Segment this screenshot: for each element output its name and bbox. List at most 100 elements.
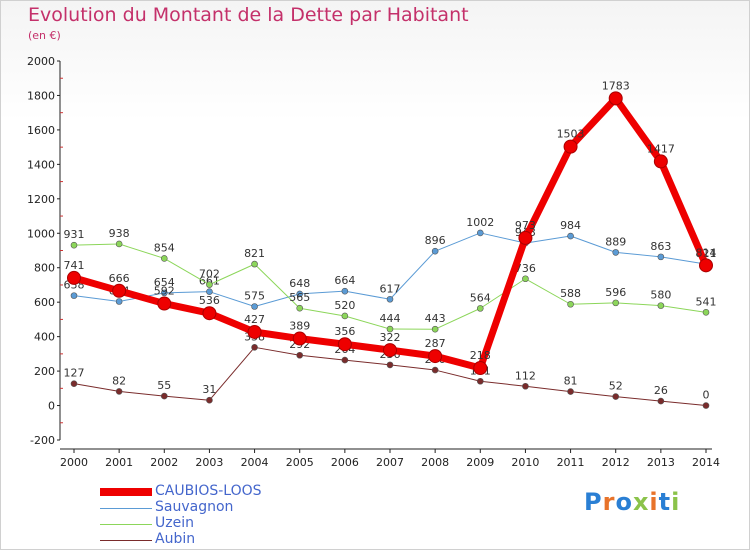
line-chart: -200 0 200 400 600 800 1000 1200 1400 1600 1800 200…	[27, 55, 720, 469]
data-label: 520	[334, 299, 355, 312]
data-label: 444	[380, 312, 401, 325]
data-point	[476, 229, 484, 237]
data-point	[70, 241, 78, 249]
data-label: 26	[654, 384, 668, 397]
data-label: 541	[696, 295, 717, 308]
data-label: 322	[380, 331, 401, 344]
data-label: 854	[154, 241, 175, 254]
y-tick-label: 1200	[27, 193, 55, 206]
data-label: 536	[199, 294, 220, 307]
data-point	[296, 351, 304, 359]
logo-letter: t	[658, 488, 672, 516]
chart-title: Evolution du Montant de la Dette par Hab…	[28, 4, 469, 26]
logo-letter: x	[632, 488, 650, 516]
data-label: 1002	[466, 216, 494, 229]
data-label: 1417	[647, 142, 675, 155]
data-label: 863	[650, 240, 671, 253]
series-sauvagnon: 6386046546615756486646178961002943984889…	[64, 216, 717, 310]
data-point	[657, 397, 665, 405]
data-label: 564	[470, 291, 491, 304]
data-label: 127	[64, 367, 85, 380]
data-point	[67, 270, 81, 285]
x-tick-label: 2010	[511, 456, 539, 469]
data-label: 592	[154, 285, 175, 298]
data-point	[383, 343, 397, 358]
data-point	[699, 258, 713, 273]
data-point	[115, 298, 123, 305]
data-label: 427	[244, 313, 265, 326]
x-tick-label: 2000	[60, 456, 88, 469]
data-point	[567, 388, 574, 395]
data-point	[386, 325, 394, 333]
chart-subtitle: (en €)	[28, 29, 61, 42]
data-point	[431, 247, 439, 255]
data-point	[476, 377, 484, 385]
data-label: 1503	[557, 128, 585, 141]
data-label: 52	[609, 380, 623, 393]
data-point	[431, 325, 439, 333]
data-label: 287	[425, 337, 446, 350]
data-label: 702	[199, 268, 220, 281]
data-point	[341, 356, 349, 364]
data-point	[473, 360, 488, 375]
data-point	[160, 255, 168, 262]
x-tick-label: 2012	[602, 456, 630, 469]
data-label: 575	[244, 289, 265, 302]
x-tick-label: 2005	[286, 456, 314, 469]
data-label: 55	[157, 379, 171, 392]
x-tick-label: 2003	[195, 456, 223, 469]
data-label: 736	[515, 262, 536, 275]
data-point	[657, 302, 665, 309]
data-point	[567, 232, 574, 240]
data-point	[292, 331, 307, 346]
data-label: 82	[112, 374, 126, 387]
y-tick-label: 2000	[27, 55, 55, 68]
data-point	[251, 344, 258, 351]
data-point	[518, 230, 533, 245]
data-point	[251, 303, 258, 310]
x-tick-label: 2004	[241, 456, 269, 469]
data-label: 661	[199, 275, 220, 288]
data-label: 984	[560, 219, 581, 232]
data-label: 741	[64, 259, 85, 272]
data-label: 931	[64, 228, 85, 241]
data-label: 31	[202, 383, 216, 396]
legend-swatch	[100, 507, 152, 509]
data-point	[341, 312, 349, 320]
data-point	[476, 305, 484, 312]
legend-swatch	[100, 488, 152, 496]
x-tick-label: 2002	[150, 456, 178, 469]
y-tick-label: 0	[48, 400, 55, 413]
data-point	[522, 382, 529, 390]
data-label: 889	[605, 235, 626, 248]
data-point	[522, 275, 529, 283]
x-tick-label: 2001	[105, 456, 133, 469]
data-label: 389	[289, 320, 310, 333]
data-point	[702, 309, 710, 316]
x-tick-label: 2013	[647, 456, 675, 469]
data-label: 664	[334, 274, 355, 287]
data-label: 1783	[602, 79, 630, 92]
logo-letter: i	[671, 488, 681, 516]
proxiti-logo: Proxiti	[584, 488, 680, 516]
data-point	[341, 287, 349, 295]
data-point	[612, 393, 620, 400]
y-tick-label: 600	[34, 296, 55, 309]
legend-label: Sauvagnon	[155, 499, 234, 515]
data-label: 821	[244, 247, 265, 260]
x-tick-label: 2007	[376, 456, 404, 469]
data-point	[206, 288, 213, 295]
data-label: 666	[109, 272, 130, 285]
data-point	[702, 402, 710, 409]
data-label: 580	[650, 289, 671, 302]
legend-swatch	[100, 523, 152, 525]
y-tick-label: 200	[34, 365, 55, 378]
data-label: 565	[289, 291, 310, 304]
data-label: 356	[334, 325, 355, 338]
logo-letter: o	[615, 488, 633, 516]
y-tick-label: 400	[34, 331, 55, 344]
data-label: 588	[560, 287, 581, 300]
data-point	[296, 290, 304, 298]
data-point	[653, 154, 668, 169]
y-tick-label: 800	[34, 262, 55, 275]
